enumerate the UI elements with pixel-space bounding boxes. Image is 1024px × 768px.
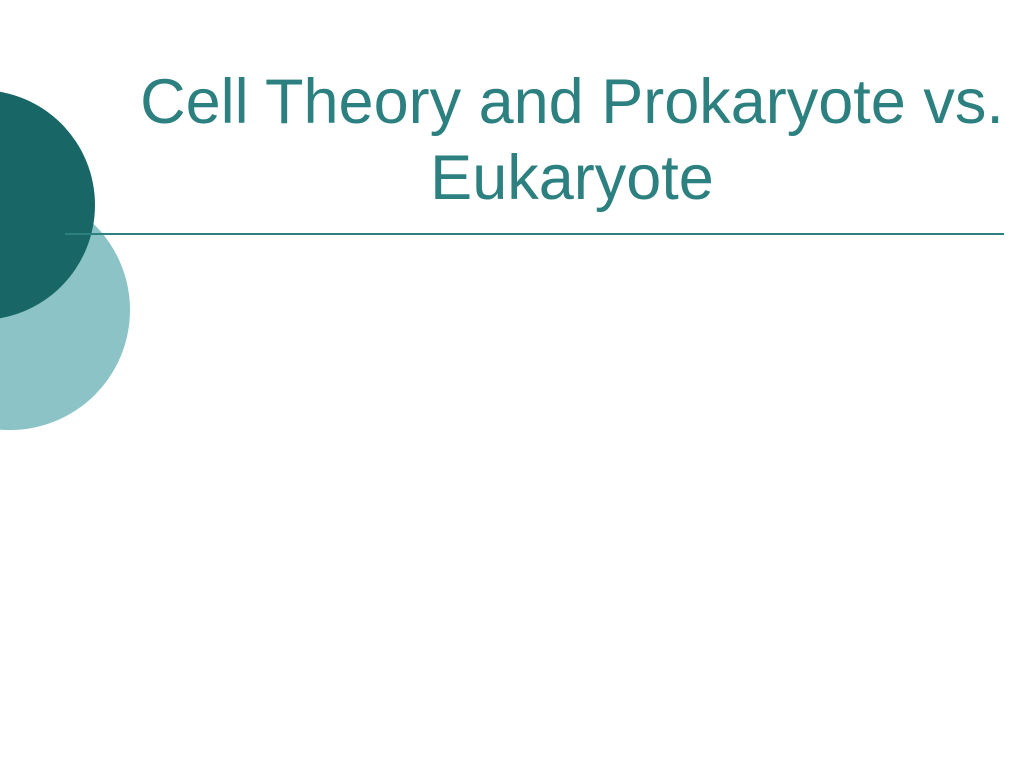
title-container: Cell Theory and Prokaryote vs. Eukaryote (140, 65, 1004, 216)
title-underline (65, 233, 1004, 235)
circle-light-icon (0, 190, 130, 430)
circle-dark-icon (0, 90, 95, 320)
slide-title: Cell Theory and Prokaryote vs. Eukaryote (140, 65, 1004, 216)
